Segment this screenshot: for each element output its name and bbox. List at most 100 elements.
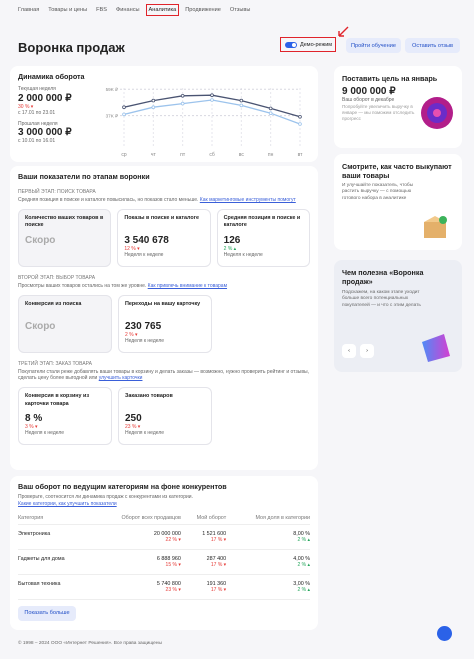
- cell: 5 740 800 23 % ▾: [89, 574, 181, 600]
- turnover-card: Динамика оборота Текущая неделя 2 000 00…: [10, 66, 318, 162]
- cell: 20 000 000 22 % ▾: [89, 524, 181, 550]
- mcard: Средняя позиция в поиске и каталоге 126 2 …: [216, 208, 310, 267]
- cell: Гаджеты для дома: [18, 549, 90, 575]
- nav-item[interactable]: Главная: [18, 7, 40, 13]
- y-tick-label: 37K ₽: [106, 114, 119, 119]
- small: Покупатели стали реже добавлять ваши тов…: [18, 369, 310, 383]
- link[interactable]: Как маркетинговые инструменты помогут: [199, 197, 296, 203]
- nav-item[interactable]: FBS: [96, 7, 108, 13]
- cell-value: 20 000 000: [153, 530, 181, 537]
- stagelabel: ПЕРВЫЙ ЭТАП: ПОИСК ТОВАРА: [18, 189, 96, 195]
- circle: [433, 109, 441, 117]
- next-button[interactable]: ›: [360, 344, 374, 358]
- h2: Чем полезна «Воронка продаж»: [342, 268, 424, 286]
- mval: 3 540 678: [124, 234, 169, 246]
- nav-item[interactable]: Аналитика: [145, 4, 180, 16]
- button[interactable]: Пройти обучение: [346, 38, 401, 53]
- cell-change: 22 % ▾: [165, 536, 181, 543]
- point: [298, 114, 302, 119]
- h2: Динамика оборота: [18, 72, 85, 81]
- point: [268, 106, 273, 111]
- link[interactable]: улучшить карточки: [98, 375, 143, 382]
- point: [298, 122, 302, 126]
- abs: Главная Товары и цены FBS Финансы Аналитика П…: [18, 4, 251, 16]
- column-header: Категория: [18, 511, 90, 525]
- stagelabel: ВТОРОЙ ЭТАП: ВЫБОР ТОВАРА: [18, 274, 96, 281]
- cell-value: 3,00 %: [293, 580, 310, 587]
- mcard: Заказано товаров 250 23 % ▾ Неделя к неделе: [118, 387, 212, 445]
- page-title: Воронка продаж: [18, 40, 125, 55]
- nav-item[interactable]: Финансы: [116, 7, 140, 13]
- down: 30 % ▾: [18, 103, 34, 110]
- y-tick-label: 59K ₽: [106, 87, 119, 92]
- mtitle: Средняя позиция в поиске и каталоге: [223, 214, 301, 229]
- cell-value: 287 400: [206, 555, 227, 562]
- cell-change: 2 % ▴: [297, 561, 310, 568]
- nav-item[interactable]: Товары и цены: [48, 7, 88, 13]
- mtitle: Переходы на вашу карточку: [125, 300, 201, 307]
- mcard: Показы в поиске и каталоге 3 540 678 12 % …: [117, 208, 211, 267]
- point: [122, 112, 126, 117]
- mcard: Количество ваших товаров в поиске Скоро: [18, 208, 112, 267]
- h2: Смотрите, как часто выкупают ваши товары: [342, 162, 452, 180]
- mtitle: Конверсия из поиска: [25, 300, 82, 307]
- stage-text: Просмотры ваших товаров остались на том …: [18, 282, 147, 289]
- x-tick-label: вс: [239, 152, 245, 158]
- small: Неделя к неделе: [124, 251, 164, 258]
- button[interactable]: Оставить отзыв: [405, 38, 460, 53]
- cell-value: 5 740 800: [156, 580, 181, 587]
- box-icon: [424, 216, 447, 238]
- small: Просмотры ваших товаров остались на том …: [18, 283, 310, 290]
- mtitle: Конверсия в корзину из карточки товара: [25, 393, 90, 407]
- change: 12 % ▾: [124, 245, 140, 252]
- mval: 250: [125, 413, 142, 424]
- span: Проверьте, соотносится ли динамика прода…: [18, 494, 193, 500]
- cell-change: 17 % ▾: [210, 561, 227, 568]
- change: 2 % ▴: [223, 245, 237, 252]
- x-tick-label: чт: [151, 152, 157, 158]
- big: 2 000 000 ₽: [18, 92, 72, 104]
- card-row: Количество ваших товаров в поиске Скоро По…: [18, 208, 310, 267]
- demo-toggle[interactable]: Демо-режим: [280, 37, 336, 52]
- point: [239, 98, 244, 103]
- info-card: Чем полезна «Воронка продаж» Подскажем, …: [334, 260, 462, 372]
- mtitle: Количество ваших товаров в поиске: [25, 214, 104, 229]
- point: [268, 111, 273, 115]
- cell-value: 1 521 600: [202, 530, 227, 537]
- cell: 4,00 % 2 % ▴: [226, 549, 310, 575]
- h2: Ваш оборот по ведущим категориям на фоне…: [18, 482, 227, 491]
- prev-button[interactable]: ‹: [342, 344, 356, 358]
- mcard: Переходы на вашу карточку 230 765 2 % ▾ Нед…: [118, 294, 212, 353]
- stage-text: Покупатели стали реже добавлять ваши тов…: [18, 368, 309, 382]
- small: И улучшайте показатель, чтобы растить вы…: [342, 183, 414, 201]
- small: Текущая неделя: [18, 86, 56, 92]
- annotation-arrow: [338, 26, 349, 37]
- change: 2 % ▾: [125, 331, 138, 338]
- link[interactable]: Как привлечь внимание к товарам: [147, 282, 228, 289]
- point: [210, 98, 214, 102]
- header-row: Категория Оборот всех продавцов Мой оборот…: [18, 511, 310, 525]
- big: 9 000 000 ₽: [342, 86, 396, 97]
- point: [239, 103, 244, 108]
- big: 3 000 000 ₽: [18, 127, 72, 139]
- chat-button[interactable]: [437, 626, 452, 641]
- point: [180, 101, 185, 106]
- cell-change: 2 % ▴: [297, 536, 310, 543]
- small: Неделя к неделе: [125, 430, 165, 436]
- mtitle: Показы в поиске и каталоге: [124, 214, 199, 221]
- mval: 8 %: [25, 413, 43, 424]
- cell: 287 400 17 % ▾: [180, 549, 227, 575]
- nav-item[interactable]: Продвижение: [185, 7, 221, 13]
- btn[interactable]: Показать больше: [18, 605, 76, 621]
- cell-change: 17 % ▾: [210, 536, 227, 543]
- x-tick-label: вт: [298, 152, 304, 158]
- nav-item[interactable]: Отзывы: [229, 7, 251, 13]
- stagelabel: ТРЕТИЙ ЭТАП: ЗАКАЗ ТОВАРА: [18, 360, 93, 367]
- path: [422, 334, 450, 362]
- goal-card: Поставить цель на январь 9 000 000 ₽ Ваш…: [334, 66, 462, 148]
- footer: © 1998 – 2024 ООО «Интернет Решения». Вс…: [18, 641, 162, 646]
- buyout-card: Смотрите, как часто выкупают ваши товары…: [334, 154, 462, 250]
- change: 3 % ▾: [25, 424, 38, 430]
- link[interactable]: Какие категории, как улучшить показатели: [18, 500, 117, 507]
